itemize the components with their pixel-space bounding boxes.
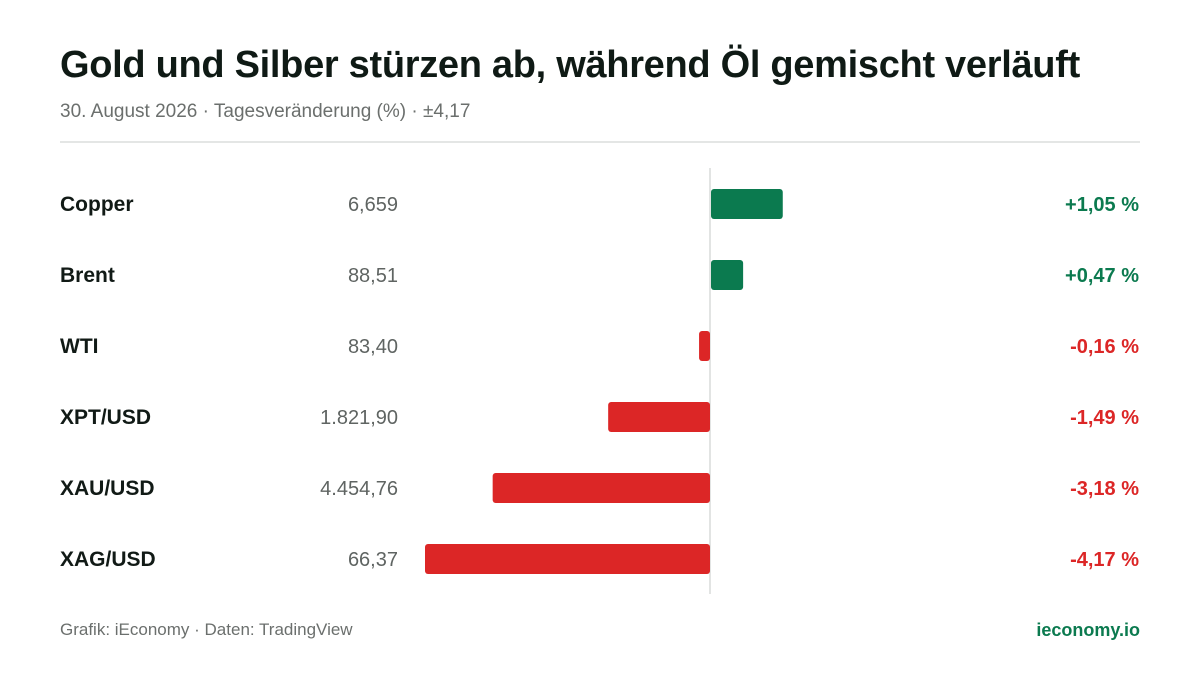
category-label: XPT/USD xyxy=(60,406,151,429)
bar xyxy=(711,260,744,290)
source-note: Grafik: iEconomy · Daten: TradingView xyxy=(60,620,353,639)
bar xyxy=(608,402,710,432)
brand-link[interactable]: ieconomy.io xyxy=(1036,620,1140,640)
value-label: -1,49 % xyxy=(1070,407,1139,429)
chart-subtitle: 30. August 2026 · Tagesveränderung (%) ·… xyxy=(60,101,471,122)
value-label: -3,18 % xyxy=(1070,478,1139,500)
value-label: -0,16 % xyxy=(1070,336,1139,358)
bar xyxy=(711,189,783,219)
value-label: +1,05 % xyxy=(1065,194,1139,216)
price-label: 88,51 xyxy=(348,265,398,287)
bar xyxy=(425,544,710,574)
category-label: WTI xyxy=(60,335,98,358)
price-label: 1.821,90 xyxy=(320,407,398,429)
price-label: 6,659 xyxy=(348,194,398,216)
header-divider xyxy=(60,141,1140,143)
chart-title: Gold und Silber stürzen ab, während Öl g… xyxy=(60,44,1080,86)
category-label: XAG/USD xyxy=(60,548,156,571)
category-label: XAU/USD xyxy=(60,477,155,500)
price-label: 83,40 xyxy=(348,336,398,358)
category-label: Brent xyxy=(60,264,115,287)
bar xyxy=(699,331,710,361)
price-label: 4.454,76 xyxy=(320,478,398,500)
price-label: 66,37 xyxy=(348,549,398,571)
category-label: Copper xyxy=(60,193,134,216)
value-label: -4,17 % xyxy=(1070,549,1139,571)
value-label: +0,47 % xyxy=(1065,265,1139,287)
bar xyxy=(492,473,710,503)
